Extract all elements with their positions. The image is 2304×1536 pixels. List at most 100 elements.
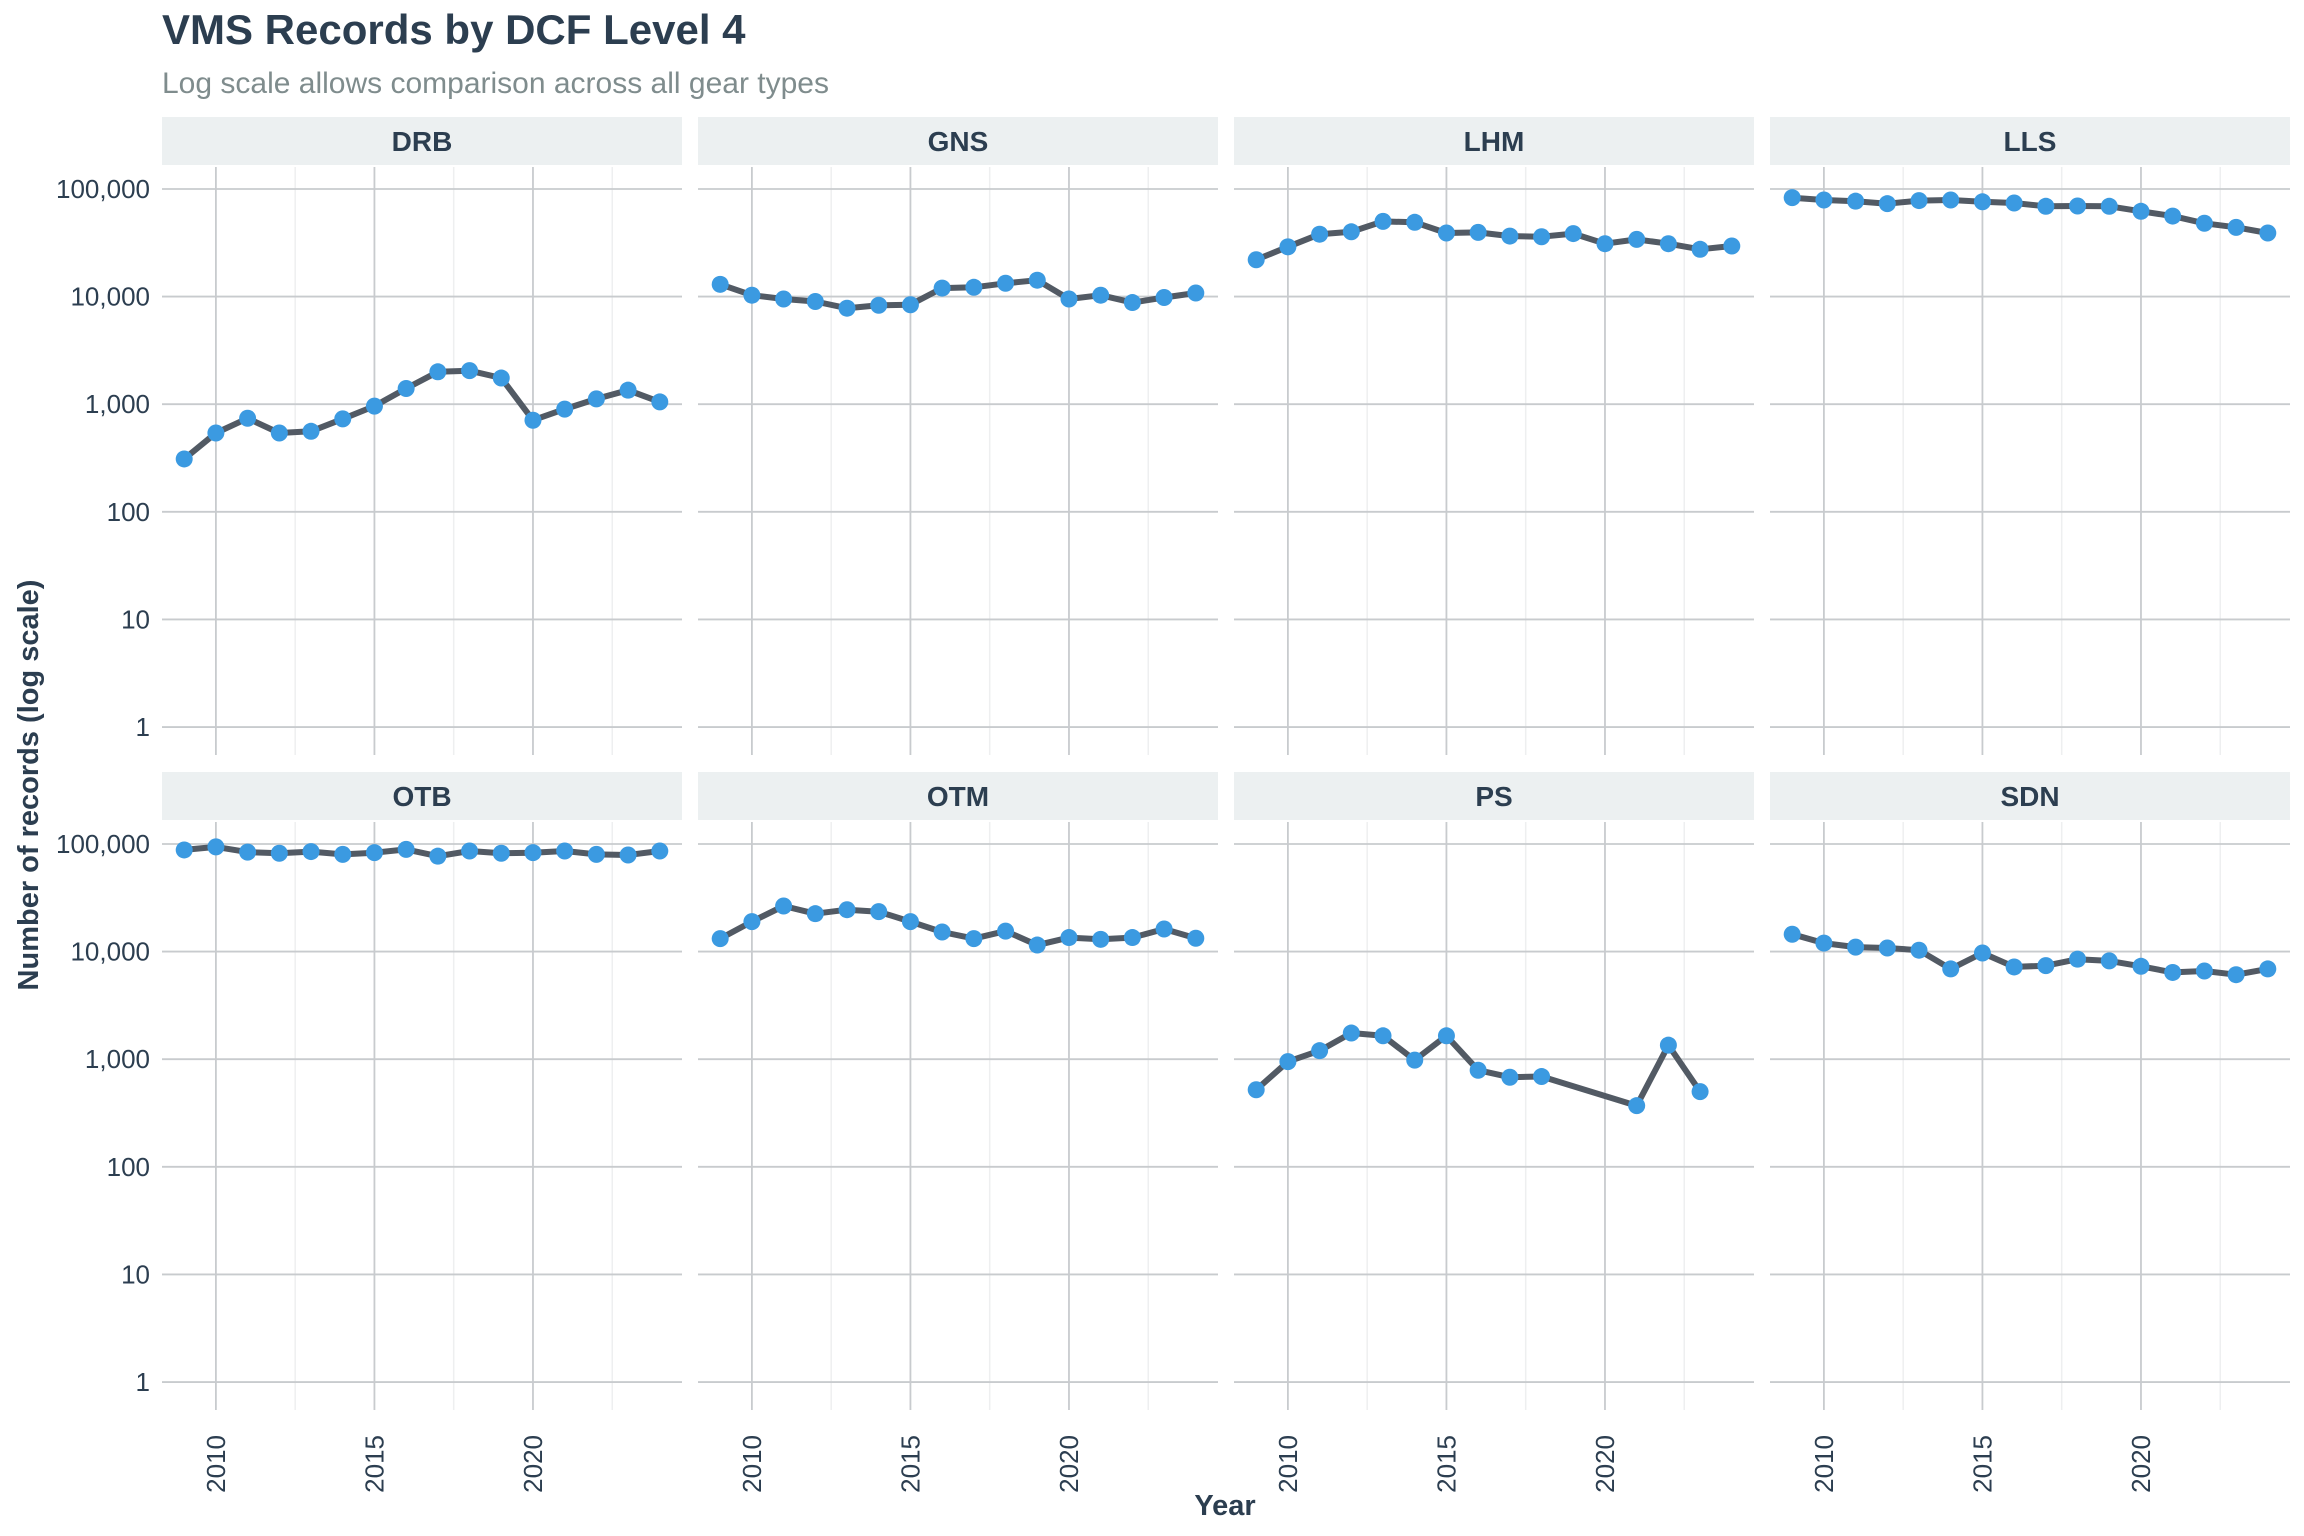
- data-point: [587, 845, 605, 863]
- facet-strip-label: GNS: [928, 126, 989, 157]
- data-point: [933, 279, 951, 297]
- facet-strip: [698, 772, 1218, 820]
- data-point: [1878, 195, 1896, 213]
- data-point: [302, 843, 320, 861]
- facet-strip: [162, 117, 682, 165]
- data-point: [270, 424, 288, 442]
- data-point: [1311, 225, 1329, 243]
- data-point: [1533, 1068, 1551, 1086]
- data-point: [556, 842, 574, 860]
- data-point: [933, 923, 951, 941]
- chart-title: VMS Records by DCF Level 4: [162, 6, 746, 53]
- data-point: [334, 845, 352, 863]
- data-point: [619, 846, 637, 864]
- data-point: [1437, 224, 1455, 242]
- facet-strip-label: LHM: [1464, 126, 1525, 157]
- panel-otb: OTB 1 10 100 1,000 10,000 100,000 2010 2015 2020: [56, 772, 682, 1493]
- x-tick-label: 2010: [1273, 1435, 1303, 1493]
- x-tick-label: 2010: [201, 1435, 231, 1493]
- facet-strip: [1770, 772, 2290, 820]
- data-point: [1028, 271, 1046, 289]
- series-line: [181, 843, 663, 860]
- data-point: [524, 411, 542, 429]
- data-point: [175, 841, 193, 859]
- data-point: [587, 390, 605, 408]
- panel-drb: DRB 1 10 100 1,000 10,000 100,000: [56, 117, 682, 755]
- data-point: [1501, 227, 1519, 245]
- data-point: [2164, 963, 2182, 981]
- x-tick-label: 2010: [737, 1435, 767, 1493]
- data-point: [870, 903, 888, 921]
- facet-strip-label: OTM: [927, 781, 989, 812]
- data-point: [2132, 957, 2150, 975]
- data-point: [365, 397, 383, 415]
- x-axis-title: Year: [1194, 1490, 1255, 1522]
- facet-strip-label: OTB: [392, 781, 451, 812]
- data-point: [1973, 944, 1991, 962]
- series-line: [1789, 931, 2271, 978]
- data-point: [743, 286, 761, 304]
- data-point: [1155, 289, 1173, 307]
- data-point: [838, 299, 856, 317]
- data-point: [207, 838, 225, 856]
- data-point: [775, 290, 793, 308]
- data-point: [1783, 189, 1801, 207]
- data-point: [1815, 191, 1833, 209]
- panel-gns: GNS: [698, 117, 1218, 755]
- y-tick-label: 10,000: [70, 937, 150, 967]
- facet-strip-label: LLS: [2004, 126, 2057, 157]
- facet-strip: [698, 117, 1218, 165]
- y-tick-label: 100,000: [56, 174, 150, 204]
- data-point: [711, 930, 729, 948]
- y-tick-label: 100: [107, 1152, 150, 1182]
- data-point: [1847, 938, 1865, 956]
- data-point: [2227, 218, 2245, 236]
- data-point: [775, 897, 793, 915]
- data-point: [2069, 950, 2087, 968]
- data-point: [806, 905, 824, 923]
- data-point: [1028, 936, 1046, 954]
- y-tick-label: 100,000: [56, 829, 150, 859]
- data-point: [1628, 230, 1646, 248]
- data-point: [1092, 286, 1110, 304]
- data-point: [1942, 960, 1960, 978]
- data-point: [1406, 213, 1424, 231]
- chart-subtitle: Log scale allows comparison across all g…: [162, 67, 829, 100]
- data-point: [2100, 952, 2118, 970]
- facet-strip-label: SDN: [2000, 781, 2059, 812]
- data-point: [1847, 192, 1865, 210]
- x-tick-label: 2015: [1431, 1435, 1461, 1493]
- series-line: [1789, 194, 2271, 236]
- data-point: [1247, 251, 1265, 269]
- data-point: [1659, 235, 1677, 253]
- data-point: [651, 393, 669, 411]
- x-tick-label: 2020: [1590, 1435, 1620, 1493]
- data-point: [1533, 228, 1551, 246]
- data-point: [838, 901, 856, 919]
- data-point: [270, 844, 288, 862]
- data-point: [1123, 929, 1141, 947]
- data-point: [2100, 197, 2118, 215]
- data-point: [1342, 1024, 1360, 1042]
- panel-lls: LLS: [1770, 117, 2290, 755]
- x-tick-label: 2015: [1967, 1435, 1997, 1493]
- data-point: [492, 369, 510, 387]
- data-point: [1374, 1027, 1392, 1045]
- series-line: [717, 903, 1199, 949]
- data-point: [2037, 197, 2055, 215]
- data-point: [1723, 237, 1741, 255]
- data-point: [1469, 1061, 1487, 1079]
- data-point: [2195, 214, 2213, 232]
- data-point: [2037, 957, 2055, 975]
- series-line: [181, 367, 663, 462]
- data-point: [870, 296, 888, 314]
- data-point: [619, 381, 637, 399]
- data-point: [397, 379, 415, 397]
- data-point: [239, 409, 257, 427]
- data-point: [1437, 1027, 1455, 1045]
- data-point: [901, 296, 919, 314]
- data-point: [2195, 962, 2213, 980]
- y-tick-label: 1: [136, 1367, 150, 1397]
- data-point: [1659, 1036, 1677, 1054]
- data-point: [1279, 1053, 1297, 1071]
